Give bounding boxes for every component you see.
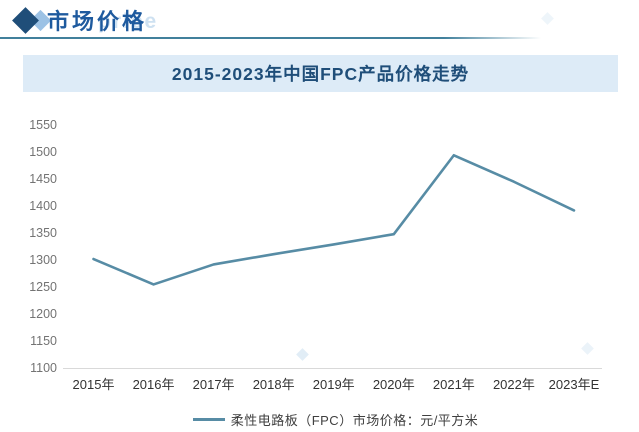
- y-axis-tick-label: 1300: [29, 252, 57, 267]
- section-title: 市场价格: [47, 9, 148, 34]
- y-axis-tick-label: 1350: [29, 225, 57, 240]
- y-axis-tick-label: 1250: [29, 279, 57, 294]
- legend-line-marker: [192, 417, 225, 421]
- x-axis-tick-label: 2016年: [132, 377, 175, 392]
- y-axis-tick-label: 1450: [29, 171, 57, 186]
- price-line-series: [92, 153, 576, 286]
- chart-title: 2015-2023年中国FPC产品价格走势: [171, 64, 470, 84]
- x-axis-line: [63, 368, 602, 369]
- y-axis-tick-label: 1500: [29, 144, 57, 159]
- legend-label: 柔性电路板（FPC）市场价格：元/平方米: [230, 412, 479, 428]
- y-axis-tick-label: 1150: [30, 333, 57, 348]
- chart-title-bar: 2015-2023年中国FPC产品价格走势: [23, 55, 618, 92]
- x-axis-tick-label: 2017年: [192, 377, 235, 392]
- y-axis-tick-label: 1400: [29, 198, 57, 213]
- legend: 柔性电路板（FPC）市场价格：元/平方米: [16, 409, 639, 429]
- x-axis-tick-label: 2023年E: [548, 377, 600, 392]
- header-divider: [0, 37, 541, 39]
- y-axis-tick-label: 1550: [29, 117, 57, 132]
- x-axis-tick-label: 2015年: [72, 377, 115, 392]
- watermark-text: price: [98, 10, 159, 33]
- y-axis-tick-label: 1100: [30, 360, 57, 375]
- x-axis-tick-label: 2021年: [432, 377, 475, 392]
- x-axis-tick-label: 2018年: [252, 377, 295, 392]
- y-axis-tick-label: 1200: [29, 306, 57, 321]
- x-axis-tick-label: 2019年: [312, 377, 355, 392]
- x-axis-tick-label: 2020年: [372, 377, 415, 392]
- x-axis-tick-label: 2022年: [492, 377, 535, 392]
